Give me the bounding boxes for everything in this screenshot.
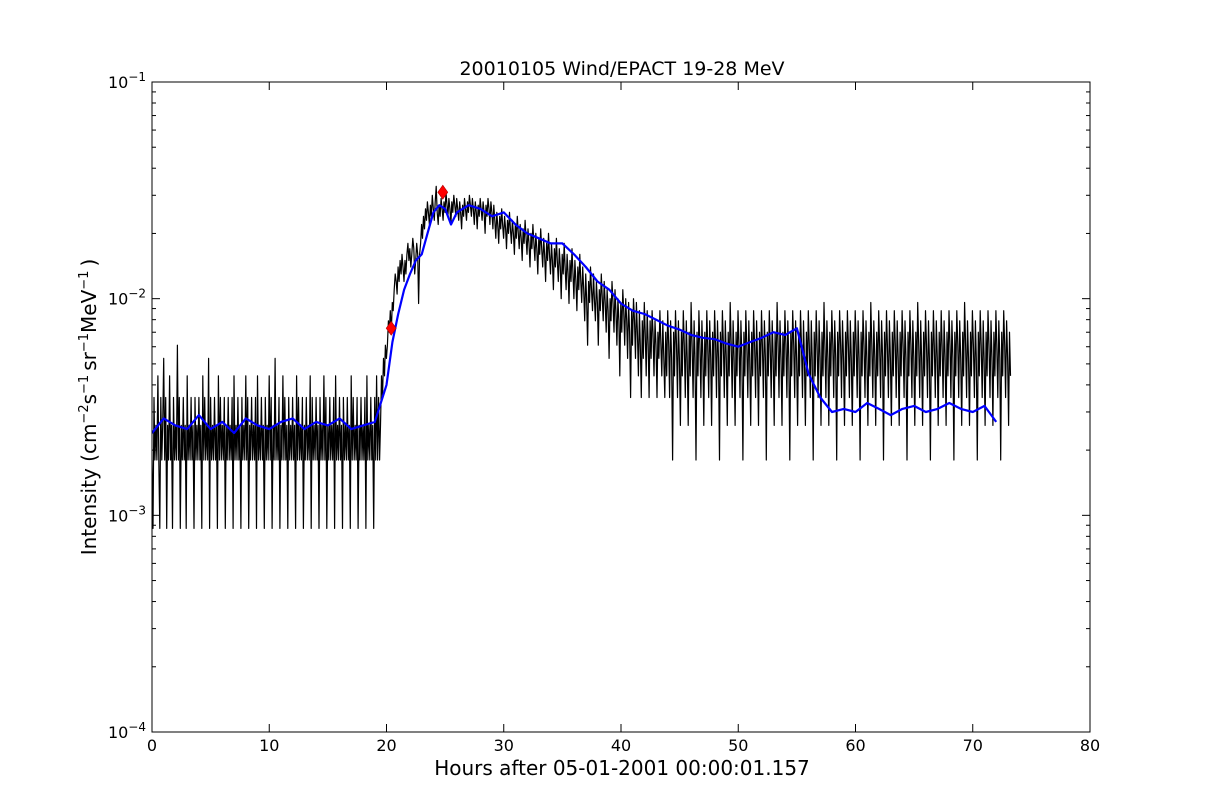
- series-line-2: [152, 204, 998, 435]
- tick-layer: 0 10 20 30 40 50 60 70 80 10−4 10−3 10−2 10−1: [108, 70, 1100, 755]
- x-tick-label-4: 40: [611, 736, 631, 755]
- x-tick-label-1: 10: [259, 736, 279, 755]
- x-axis-label: Hours after 05-01-2001 00:00:01.157: [434, 756, 810, 780]
- chart-title: 20010105 Wind/EPACT 19-28 MeV: [459, 58, 784, 80]
- x-tick-label-3: 30: [494, 736, 514, 755]
- y-tick-label-3: 10−1: [108, 70, 146, 92]
- y-tick-label-2: 10−2: [108, 287, 146, 309]
- y-tick-label-0: 10−4: [108, 720, 146, 742]
- peak-marker-1: [385, 320, 397, 336]
- x-tick-label-0: 0: [147, 736, 157, 755]
- series-layer: [152, 185, 1012, 529]
- peak-marker-2: [437, 184, 449, 200]
- y-axis-label: Intensity (cm−2s−1sr−1MeV−1): [77, 259, 101, 556]
- marker-layer: [385, 184, 449, 336]
- plot-frame: [151, 81, 1091, 733]
- series-line-1: [152, 185, 1012, 529]
- x-tick-label-2: 20: [376, 736, 396, 755]
- x-tick-label-8: 80: [1080, 736, 1100, 755]
- y-tick-label-1: 10−3: [108, 503, 146, 525]
- x-tick-label-6: 60: [845, 736, 865, 755]
- x-tick-label-5: 50: [728, 736, 748, 755]
- x-tick-label-7: 70: [963, 736, 983, 755]
